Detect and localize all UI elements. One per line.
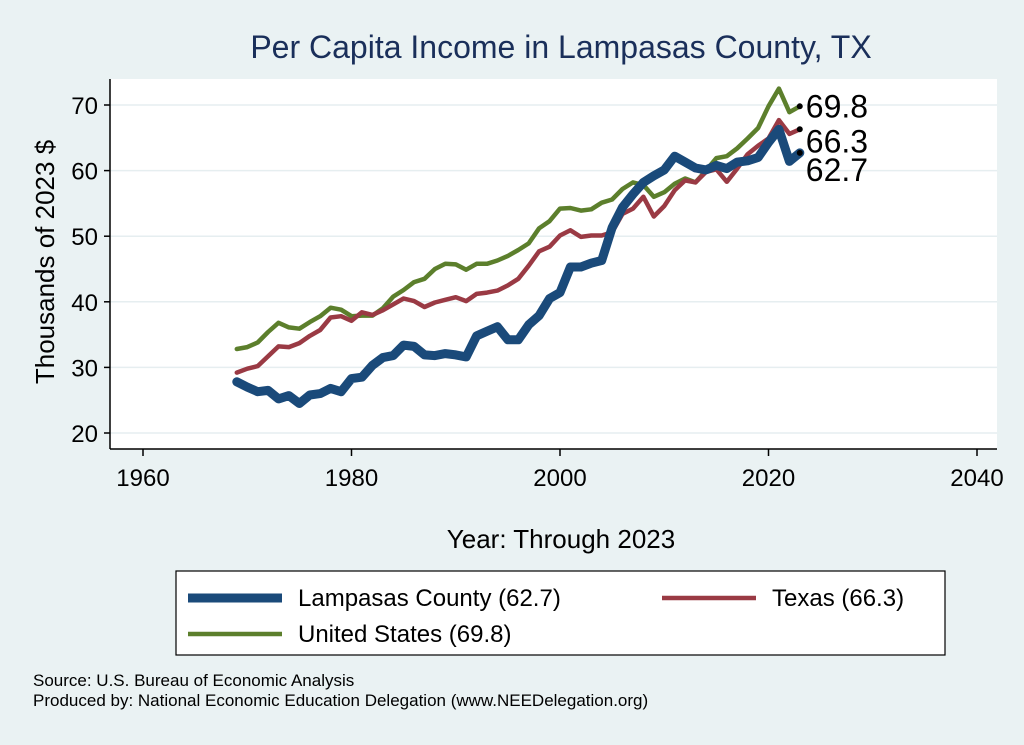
xtick-label-2040: 2040 [950,465,1003,492]
legend-label-lampasas: Lampasas County (62.7) [298,585,561,612]
ytick-label-30: 30 [71,355,98,382]
ytick-label-40: 40 [71,290,98,317]
ytick-label-20: 20 [71,421,98,448]
source-line: Source: U.S. Bureau of Economic Analysis [33,671,355,690]
xtick-label-1960: 1960 [116,465,169,492]
ytick-label-70: 70 [71,93,98,120]
y-ticks: 20 30 40 50 60 70 [71,93,110,448]
x-ticks: 1960 1980 2000 2020 2040 [116,449,1004,492]
end-point-2 [796,103,803,110]
series-lines [232,86,805,408]
xtick-label-2000: 2000 [533,465,586,492]
end-label-texas: 66.3 [806,123,868,159]
chart-title: Per Capita Income in Lampasas County, TX [250,29,871,65]
end-point-0 [796,149,803,156]
ytick-label-60: 60 [71,159,98,186]
source-note: Source: U.S. Bureau of Economic Analysis… [33,671,648,711]
end-point-1 [796,126,803,133]
legend-box [175,570,946,656]
x-axis-label: Year: Through 2023 [447,524,675,554]
legend-label-united-states: United States (69.8) [298,621,511,648]
legend-label-texas: Texas (66.3) [772,585,904,612]
producer-line: Produced by: National Economic Education… [33,691,649,710]
y-axis-label: Thousands of 2023 $ [30,139,60,384]
xtick-label-1980: 1980 [325,465,378,492]
end-label-united-states: 69.8 [806,88,868,124]
axes [109,79,997,450]
ytick-label-50: 50 [71,224,98,251]
end-label-lampasas: 62.7 [806,152,868,188]
xtick-label-2020: 2020 [742,465,795,492]
end-labels: 62.766.369.8 [796,88,868,188]
series-line-lampasas [232,124,805,408]
